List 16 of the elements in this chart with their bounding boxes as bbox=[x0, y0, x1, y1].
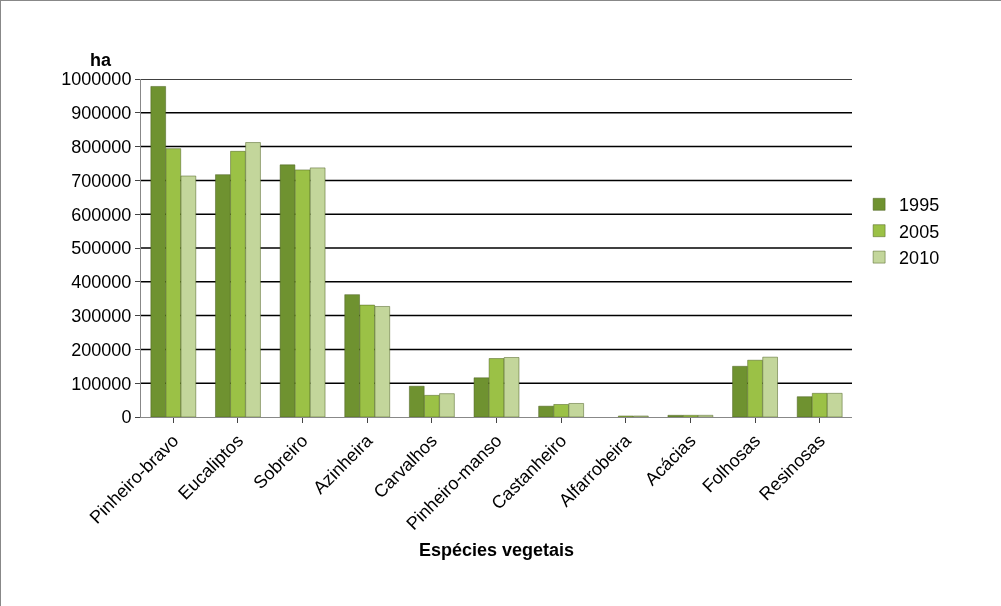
y-tick-label: 0 bbox=[121, 407, 132, 428]
legend-label: 2010 bbox=[899, 248, 940, 269]
legend-label: 2005 bbox=[899, 221, 940, 242]
y-tick-label: 700000 bbox=[71, 170, 132, 191]
y-tick-label: 1000000 bbox=[61, 69, 132, 90]
y-tick-label: 400000 bbox=[71, 272, 132, 293]
y-tick-label: 600000 bbox=[71, 204, 132, 225]
y-tick-label: 900000 bbox=[71, 103, 132, 124]
y-tick-label: 300000 bbox=[71, 305, 132, 326]
y-tick-label: 100000 bbox=[71, 373, 132, 394]
x-axis-title: Espécies vegetais bbox=[418, 540, 575, 561]
y-tick-label: 800000 bbox=[71, 136, 132, 157]
y-tick-label: 200000 bbox=[71, 339, 132, 360]
y-axis-title: ha bbox=[90, 50, 112, 70]
legend-label: 1995 bbox=[899, 195, 940, 216]
y-tick-label: 500000 bbox=[71, 238, 132, 259]
